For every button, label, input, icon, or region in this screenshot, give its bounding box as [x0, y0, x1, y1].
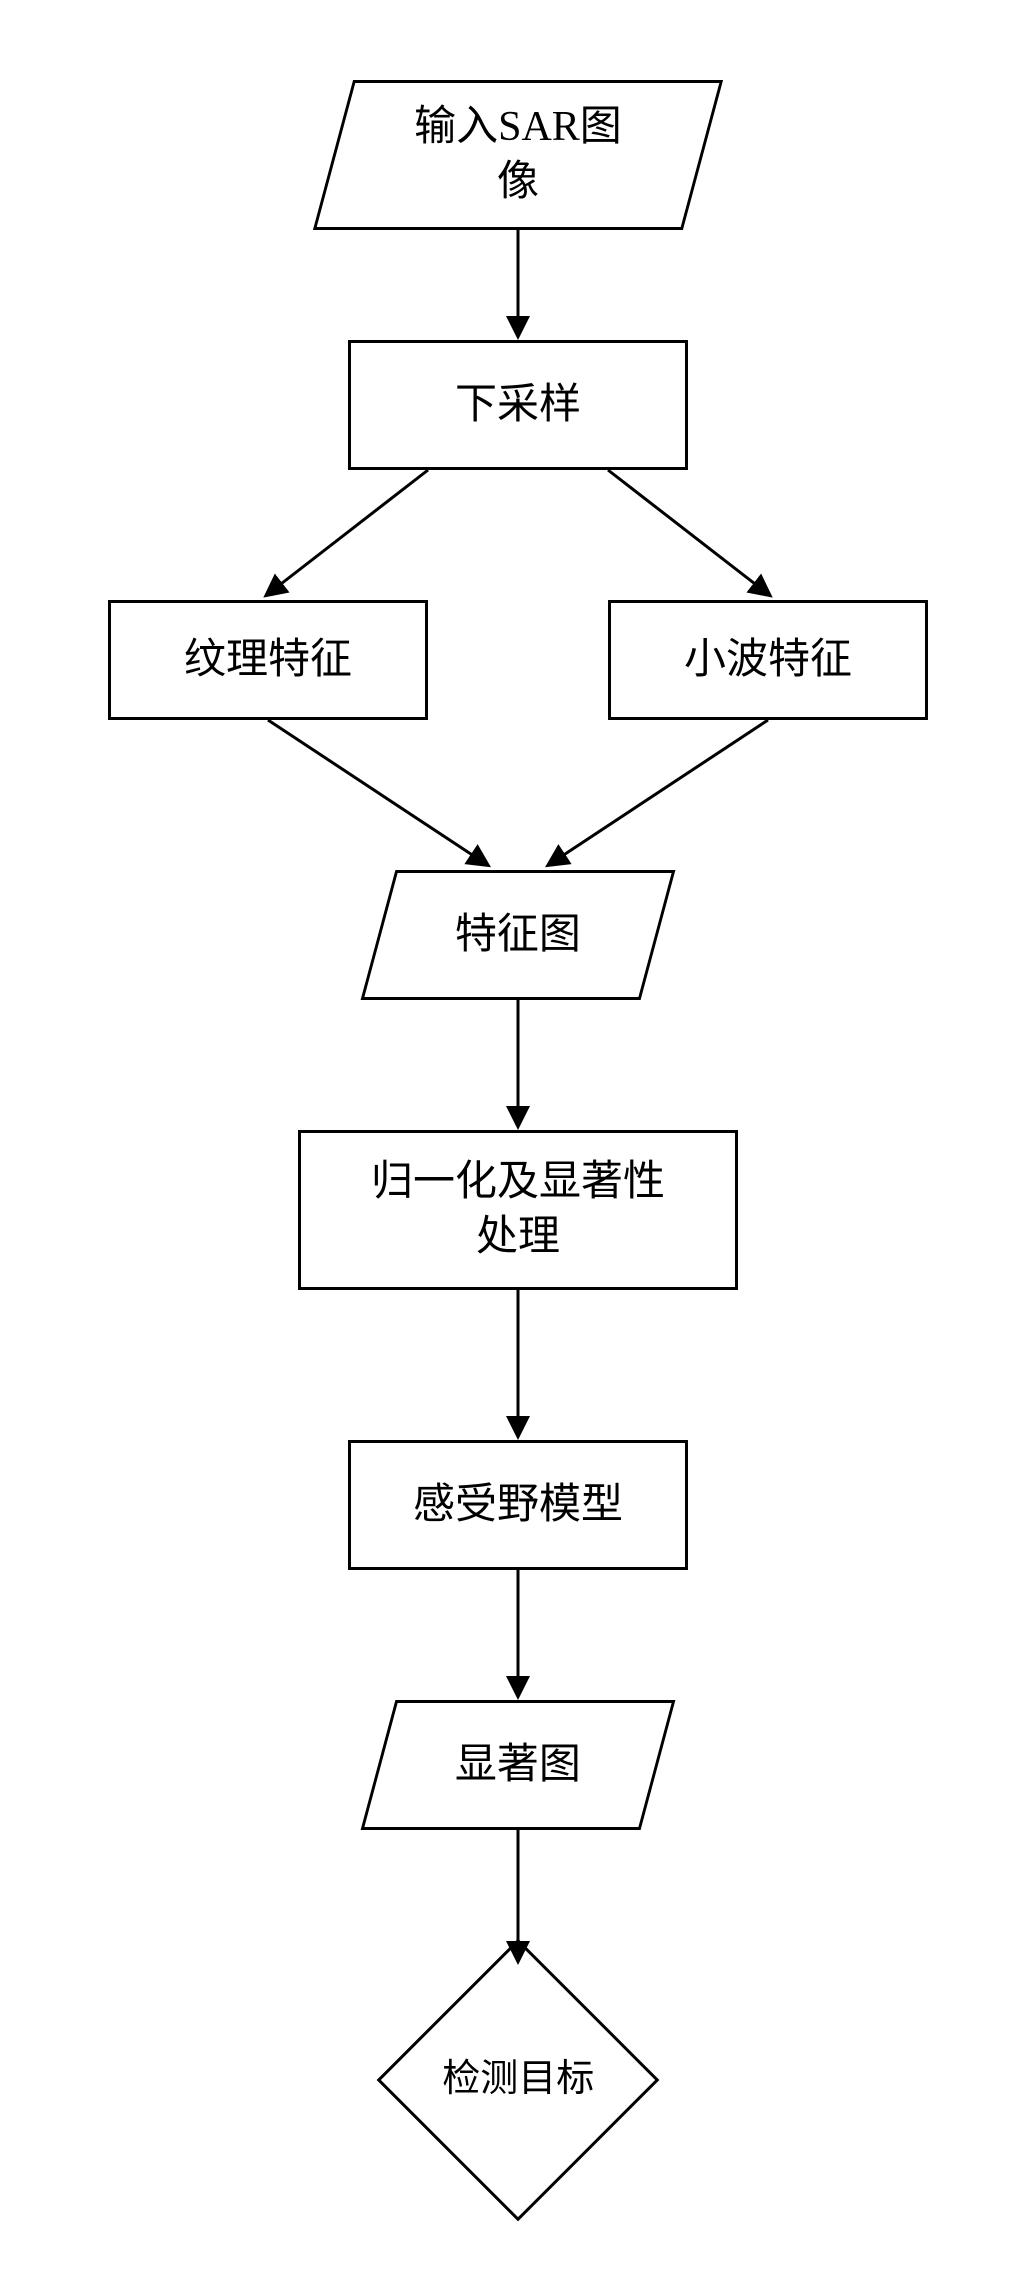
- node-saliency: 显著图: [361, 1700, 676, 1830]
- node-input-label: 输入SAR图像: [384, 100, 652, 209]
- node-receptive-label: 感受野模型: [393, 1478, 643, 1533]
- node-detect-label: 检测目标: [442, 2055, 594, 2104]
- node-saliency-label: 显著图: [425, 1738, 611, 1793]
- node-texture-label: 纹理特征: [164, 633, 372, 688]
- node-downsample: 下采样: [348, 340, 688, 470]
- node-downsample-label: 下采样: [435, 378, 601, 433]
- node-wavelet: 小波特征: [608, 600, 928, 720]
- node-wavelet-label: 小波特征: [664, 633, 872, 688]
- node-detect: 检测目标: [377, 1939, 660, 2222]
- node-featuremap-label: 特征图: [425, 908, 611, 963]
- node-normalize-label: 归一化及显著性处理: [351, 1155, 685, 1264]
- node-input: 输入SAR图像: [313, 80, 723, 230]
- flowchart-container: 输入SAR图像 下采样 纹理特征 小波特征 特征图 归一化及显著性处理 感受野模…: [68, 40, 968, 2240]
- node-texture: 纹理特征: [108, 600, 428, 720]
- node-receptive: 感受野模型: [348, 1440, 688, 1570]
- node-featuremap: 特征图: [361, 870, 676, 1000]
- node-normalize: 归一化及显著性处理: [298, 1130, 738, 1290]
